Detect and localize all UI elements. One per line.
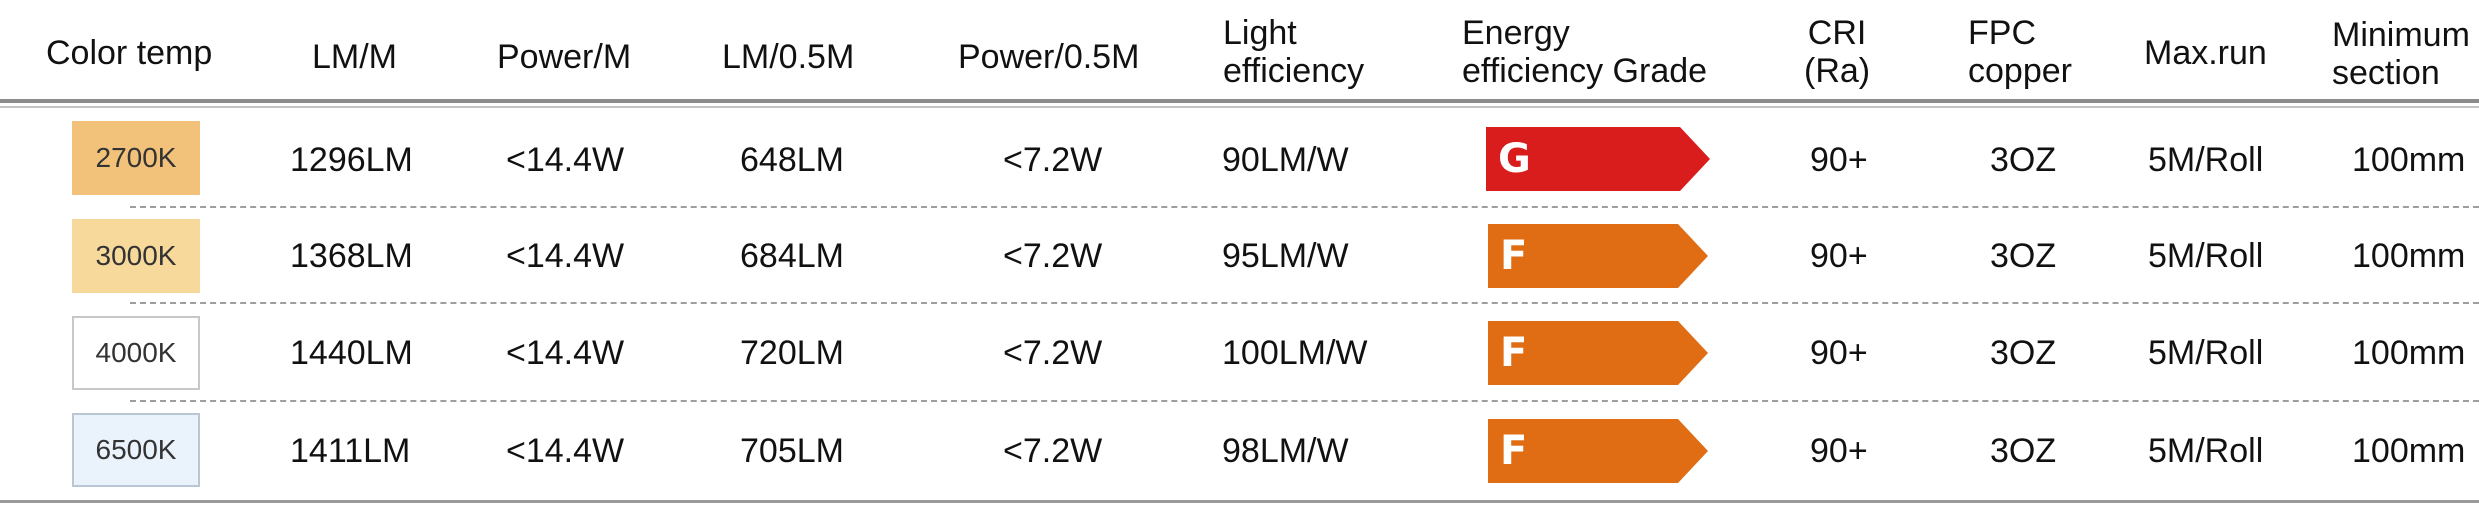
header-line: Energy bbox=[1462, 14, 1570, 52]
header-divider bbox=[0, 99, 2479, 103]
fpc-copper-value: 3OZ bbox=[1990, 141, 2057, 179]
table-bottom-rule bbox=[0, 500, 2479, 503]
header-minimum-section: Minimum section bbox=[2332, 16, 2470, 92]
color-temp-label: 3000K bbox=[95, 240, 177, 271]
row-divider bbox=[130, 302, 2479, 304]
header-fpc-copper: FPC copper bbox=[1968, 14, 2072, 90]
fpc-copper-value: 3OZ bbox=[1990, 237, 2057, 275]
max-run-value: 5M/Roll bbox=[2148, 237, 2264, 275]
lm-per-half-m-value: 705LM bbox=[740, 432, 844, 470]
header-line: copper bbox=[1968, 52, 2072, 90]
cri-value: 90+ bbox=[1810, 432, 1868, 470]
lm-per-half-m-value: 684LM bbox=[740, 237, 844, 275]
grade-arrow-shape bbox=[1486, 127, 1710, 191]
header-line: LM/0.5M bbox=[722, 38, 855, 76]
header-cri: CRI (Ra) bbox=[1804, 14, 1870, 90]
fpc-copper-value: 3OZ bbox=[1990, 432, 2057, 470]
cri-value: 90+ bbox=[1810, 334, 1868, 372]
lm-per-half-m-value: 720LM bbox=[740, 334, 844, 372]
light-efficiency-value: 90LM/W bbox=[1222, 141, 1349, 179]
header-lm-per-half-m: LM/0.5M bbox=[722, 38, 854, 76]
minimum-section-value: 100mm bbox=[2352, 432, 2466, 470]
max-run-value: 5M/Roll bbox=[2148, 141, 2264, 179]
header-line: Power/0.5M bbox=[958, 38, 1140, 76]
header-line: CRI bbox=[1807, 14, 1867, 52]
row-divider bbox=[130, 400, 2479, 402]
minimum-section-value: 100mm bbox=[2352, 334, 2466, 372]
max-run-value: 5M/Roll bbox=[2148, 432, 2264, 470]
grade-letter: F bbox=[1500, 428, 1528, 474]
cri-value: 90+ bbox=[1810, 237, 1868, 275]
minimum-section-value: 100mm bbox=[2352, 237, 2466, 275]
header-energy-grade: Energy efficiency Grade bbox=[1462, 14, 1707, 90]
header-line: Light bbox=[1223, 14, 1297, 52]
header-lm-per-m: LM/M bbox=[312, 38, 397, 76]
header-line: Minimum bbox=[2332, 16, 2470, 54]
light-efficiency-value: 95LM/W bbox=[1222, 237, 1349, 275]
header-line: (Ra) bbox=[1804, 52, 1871, 90]
grade-arrow-shape bbox=[1488, 224, 1708, 288]
header-line: section bbox=[2332, 54, 2440, 92]
power-per-m-value: <14.4W bbox=[506, 334, 625, 372]
lm-per-m-value: 1368LM bbox=[290, 237, 413, 275]
fpc-copper-value: 3OZ bbox=[1990, 334, 2057, 372]
lm-per-m-value: 1440LM bbox=[290, 334, 413, 372]
header-line: LM/M bbox=[312, 38, 397, 76]
lm-per-m-value: 1296LM bbox=[290, 141, 413, 179]
power-per-m-value: <14.4W bbox=[506, 237, 625, 275]
power-per-half-m-value: <7.2W bbox=[1003, 334, 1103, 372]
header-power-per-half-m: Power/0.5M bbox=[958, 38, 1139, 76]
lm-per-m-value: 1411LM bbox=[290, 432, 411, 470]
header-power-per-m: Power/M bbox=[497, 38, 631, 76]
energy-grade-badge: G bbox=[1486, 127, 1710, 191]
color-temp-label: 2700K bbox=[95, 142, 177, 173]
header-line: efficiency Grade bbox=[1462, 52, 1708, 90]
minimum-section-value: 100mm bbox=[2352, 141, 2466, 179]
grade-arrow-shape bbox=[1488, 321, 1708, 385]
power-per-m-value: <14.4W bbox=[506, 141, 625, 179]
grade-letter: G bbox=[1498, 136, 1531, 182]
power-per-m-value: <14.4W bbox=[506, 432, 625, 470]
color-swatch: 2700K bbox=[72, 121, 200, 195]
header-light-efficiency: Light efficiency bbox=[1223, 14, 1364, 90]
cri-value: 90+ bbox=[1810, 141, 1868, 179]
power-per-half-m-value: <7.2W bbox=[1003, 432, 1103, 470]
grade-arrow-shape bbox=[1488, 419, 1708, 483]
power-per-half-m-value: <7.2W bbox=[1003, 141, 1103, 179]
energy-grade-badge: F bbox=[1488, 419, 1708, 483]
header-line: FPC bbox=[1968, 14, 2036, 52]
grade-letter: F bbox=[1500, 233, 1528, 279]
color-swatch: 3000K bbox=[72, 219, 200, 293]
color-swatch: 6500K bbox=[72, 413, 200, 487]
header-line: efficiency bbox=[1223, 52, 1365, 90]
lm-per-half-m-value: 648LM bbox=[740, 141, 844, 179]
energy-grade-badge: F bbox=[1488, 224, 1708, 288]
light-efficiency-value: 100LM/W bbox=[1222, 334, 1368, 372]
color-temp-label: 4000K bbox=[95, 337, 177, 368]
header-line: Max.run bbox=[2144, 34, 2267, 72]
row-divider bbox=[130, 206, 2479, 208]
header-divider-secondary bbox=[0, 106, 2479, 108]
power-per-half-m-value: <7.2W bbox=[1003, 237, 1103, 275]
light-efficiency-value: 98LM/W bbox=[1222, 432, 1349, 470]
header-line: Color temp bbox=[46, 34, 213, 72]
color-temp-label: 6500K bbox=[95, 434, 177, 465]
header-max-run: Max.run bbox=[2144, 34, 2267, 72]
energy-grade-badge: F bbox=[1488, 321, 1708, 385]
color-swatch: 4000K bbox=[72, 316, 200, 390]
header-color-temp: Color temp bbox=[46, 34, 212, 72]
grade-letter: F bbox=[1500, 330, 1528, 376]
max-run-value: 5M/Roll bbox=[2148, 334, 2264, 372]
header-line: Power/M bbox=[497, 38, 632, 76]
